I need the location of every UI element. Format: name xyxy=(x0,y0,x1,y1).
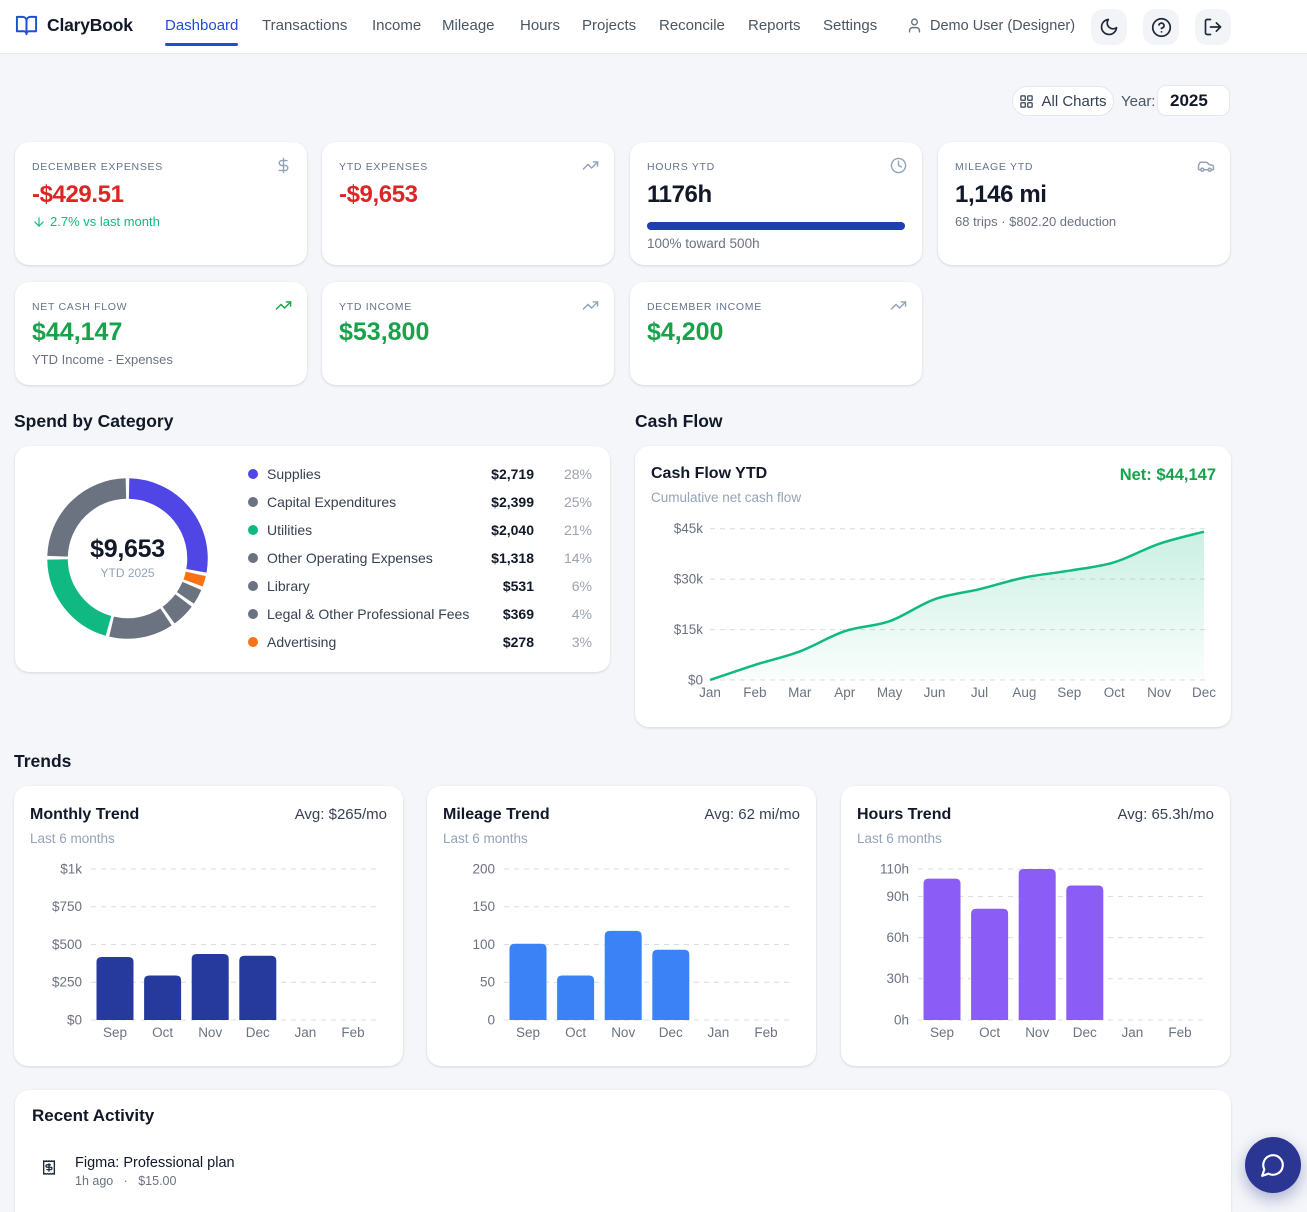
svg-text:$30k: $30k xyxy=(674,572,704,587)
svg-text:Nov: Nov xyxy=(611,1025,635,1040)
svg-text:0: 0 xyxy=(487,1013,495,1028)
svg-text:$1k: $1k xyxy=(60,862,82,877)
svg-text:$0: $0 xyxy=(688,673,703,688)
svg-text:Feb: Feb xyxy=(754,1025,777,1040)
svg-text:Jun: Jun xyxy=(924,685,946,700)
svg-text:Oct: Oct xyxy=(979,1025,1000,1040)
svg-text:100: 100 xyxy=(472,937,495,952)
svg-text:Nov: Nov xyxy=(198,1025,222,1040)
svg-text:110h: 110h xyxy=(880,862,909,877)
svg-text:$500: $500 xyxy=(52,937,82,952)
svg-text:$0: $0 xyxy=(67,1013,82,1028)
svg-text:60h: 60h xyxy=(886,930,909,945)
svg-text:May: May xyxy=(877,685,903,700)
svg-text:Jan: Jan xyxy=(699,685,721,700)
svg-text:0h: 0h xyxy=(894,1013,909,1028)
svg-text:200: 200 xyxy=(472,862,495,877)
svg-text:Mar: Mar xyxy=(788,685,812,700)
svg-text:Sep: Sep xyxy=(103,1025,127,1040)
svg-text:$250: $250 xyxy=(52,975,82,990)
svg-text:Dec: Dec xyxy=(659,1025,683,1040)
svg-text:30h: 30h xyxy=(886,971,909,986)
svg-text:Feb: Feb xyxy=(743,685,766,700)
svg-text:$15k: $15k xyxy=(674,622,704,637)
svg-text:50: 50 xyxy=(480,975,495,990)
svg-text:Sep: Sep xyxy=(930,1025,954,1040)
svg-text:Apr: Apr xyxy=(834,685,856,700)
svg-text:Oct: Oct xyxy=(152,1025,173,1040)
svg-text:Feb: Feb xyxy=(1168,1025,1191,1040)
svg-text:Aug: Aug xyxy=(1012,685,1036,700)
svg-text:Feb: Feb xyxy=(341,1025,364,1040)
svg-text:Sep: Sep xyxy=(1057,685,1081,700)
svg-text:Dec: Dec xyxy=(246,1025,270,1040)
svg-text:Sep: Sep xyxy=(516,1025,540,1040)
svg-text:90h: 90h xyxy=(886,889,909,904)
svg-text:Dec: Dec xyxy=(1192,685,1216,700)
svg-text:Jan: Jan xyxy=(708,1025,730,1040)
svg-text:$45k: $45k xyxy=(674,521,704,536)
svg-text:Jan: Jan xyxy=(1122,1025,1144,1040)
svg-text:Jan: Jan xyxy=(295,1025,317,1040)
svg-text:Nov: Nov xyxy=(1147,685,1171,700)
svg-text:Nov: Nov xyxy=(1025,1025,1049,1040)
svg-text:Dec: Dec xyxy=(1073,1025,1097,1040)
svg-text:150: 150 xyxy=(472,899,495,914)
svg-text:Oct: Oct xyxy=(565,1025,586,1040)
svg-text:$750: $750 xyxy=(52,899,82,914)
svg-text:Oct: Oct xyxy=(1104,685,1125,700)
svg-text:Jul: Jul xyxy=(971,685,988,700)
